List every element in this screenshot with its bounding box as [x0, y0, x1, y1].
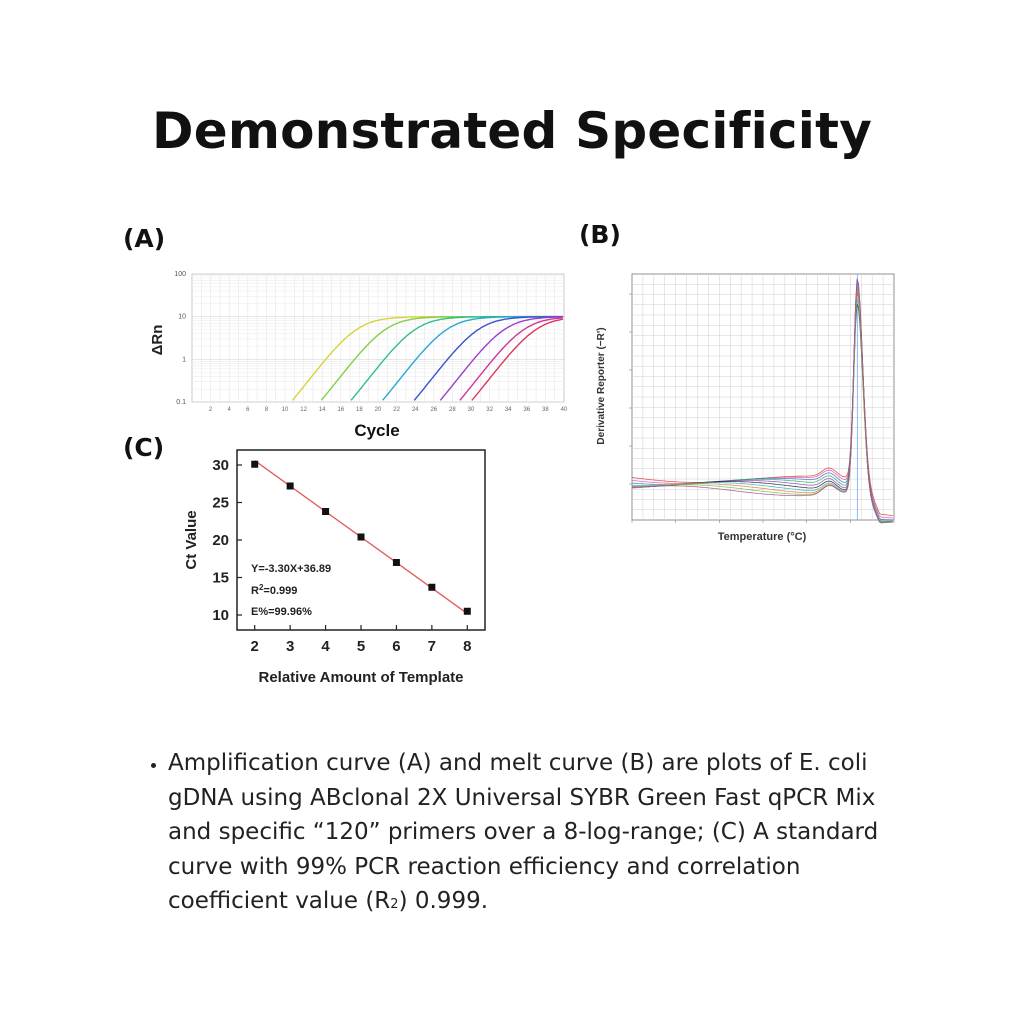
chartA-xtick: 30 [468, 407, 475, 413]
chartA-xtick: 26 [430, 407, 437, 413]
standard-curve-chart: 2 3 4 5 6 7 8 10 15 20 25 30 Y=-3.30X+36.89 R2=0.99… [183, 449, 486, 686]
caption-text: Amplification curve (A) and melt curve (… [168, 750, 879, 914]
panel-label-a: (A) [123, 224, 166, 253]
chartC-xtick: 5 [357, 638, 365, 655]
chartA-xtick: 38 [542, 407, 549, 413]
chartC-ylabel: Ct Value [183, 510, 200, 569]
caption-subscript: 2 [390, 897, 399, 912]
chartC-ytick: 30 [212, 457, 229, 474]
caption: Amplification curve (A) and melt curve (… [143, 746, 903, 923]
chartA-ytick: 0.1 [176, 399, 186, 406]
chartA-xtick: 2 [209, 407, 213, 413]
panel-label-c: (C) [123, 433, 165, 462]
caption-text-end: ) 0.999. [398, 888, 489, 914]
chartC-ytick: 20 [212, 532, 229, 549]
chartA-amplification-curve [413, 316, 564, 401]
chartC-xtick: 6 [392, 638, 400, 655]
chartA-xtick: 4 [228, 407, 232, 413]
chartC-xtick: 8 [463, 638, 471, 655]
chartC-xtick: 3 [286, 638, 294, 655]
chartC-data-point [463, 607, 471, 615]
chartC-data-point [428, 583, 436, 591]
chartC-xtick: 4 [321, 638, 330, 655]
chartA-xtick: 36 [523, 407, 530, 413]
chartC-ytick: 10 [212, 607, 229, 624]
chartC-data-point [286, 482, 294, 490]
melt-curve-chart: Derivative Reporter (−R') Temperature (°… [596, 273, 895, 543]
chartA-amplification-curve [459, 317, 563, 401]
chartC-data-point [392, 559, 400, 566]
chartC-annotation-equation: Y=-3.30X+36.89 [251, 563, 331, 575]
chartA-ytick: 100 [174, 271, 186, 278]
chartA-xlabel: Cycle [354, 421, 399, 440]
chartB-xlabel: Temperature (°C) [718, 531, 807, 543]
chartC-data-point [357, 533, 365, 541]
chartA-xtick: 14 [319, 407, 326, 413]
chartA-xtick: 32 [486, 407, 493, 413]
chartA-xtick: 6 [246, 407, 250, 413]
chartA-ytick: 10 [178, 314, 186, 321]
panel-label-b: (B) [579, 220, 621, 249]
chartA-xtick: 10 [282, 407, 289, 413]
chartC-xtick: 2 [251, 638, 259, 655]
chartA-xtick: 18 [356, 407, 363, 413]
chartA-xtick: 40 [561, 407, 568, 413]
chartC-data-point [251, 460, 259, 468]
chartC-annotation-r2: R2=0.999 [251, 583, 297, 597]
chartA-xtick: 22 [393, 407, 400, 413]
chartA-xtick: 28 [449, 407, 456, 413]
chartA-xtick: 34 [505, 407, 512, 413]
chartC-annotation-efficiency: E%=99.96% [251, 606, 312, 618]
caption-item: Amplification curve (A) and melt curve (… [168, 746, 903, 923]
chartA-xtick: 8 [265, 407, 269, 413]
chartB-melt-curve [631, 280, 893, 523]
chartC-xlabel: Relative Amount of Template [258, 669, 463, 686]
chartA-amplification-curve [471, 318, 564, 401]
chartB-ylabel: Derivative Reporter (−R') [596, 327, 607, 444]
chartC-data-point [322, 508, 330, 515]
chartA-xtick: 20 [375, 407, 382, 413]
chartC-ytick: 15 [212, 570, 229, 587]
chartC-ytick: 25 [212, 495, 229, 512]
chartA-xtick: 12 [300, 407, 307, 413]
page-title: Demonstrated Specificity [152, 102, 872, 160]
chartA-ylabel: ΔRn [149, 325, 166, 356]
chartC-xtick: 7 [428, 638, 436, 655]
chartA-xtick: 24 [412, 407, 419, 413]
chartA-amplification-curve [439, 316, 564, 401]
chartA-ytick: 1 [182, 356, 186, 363]
chartA-xtick: 16 [337, 407, 344, 413]
